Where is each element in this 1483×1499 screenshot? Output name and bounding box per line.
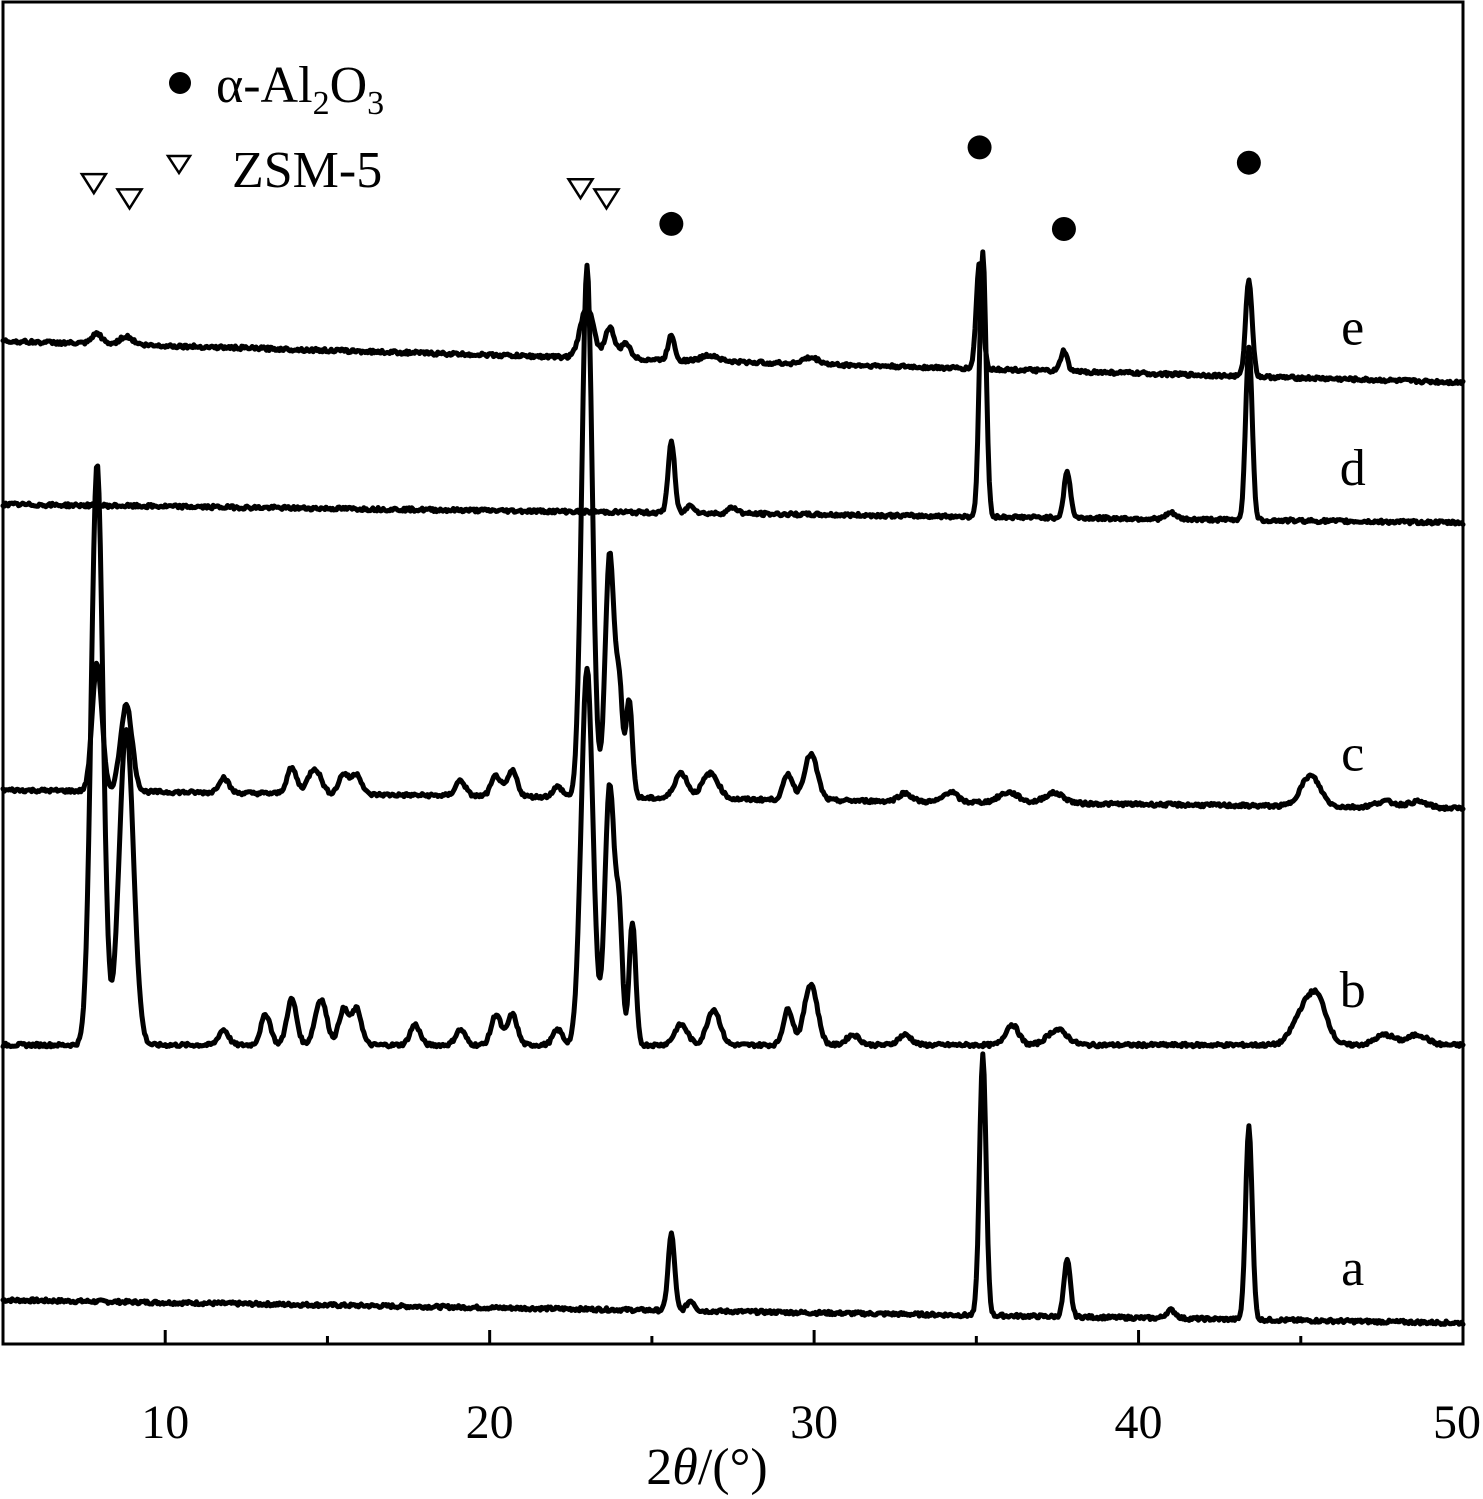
phase-markers bbox=[79, 135, 1261, 241]
alumina-peak-marker bbox=[967, 135, 992, 160]
legend: α-Al2O3 ZSM-5 bbox=[165, 57, 384, 199]
zsm5-peak-marker bbox=[115, 188, 144, 211]
curve-label-d: d bbox=[1340, 440, 1366, 497]
x-tick-label-50: 50 bbox=[1433, 1396, 1481, 1449]
diffraction-traces bbox=[0, 249, 1466, 1327]
zsm5-peak-marker bbox=[79, 172, 109, 196]
trace-c bbox=[0, 262, 1466, 812]
curve-labels: a b c d e bbox=[1340, 300, 1366, 1297]
curve-label-b: b bbox=[1340, 962, 1366, 1019]
legend-zsm5-marker bbox=[165, 154, 193, 176]
x-axis-title: 2θ/(°) bbox=[646, 1439, 767, 1496]
zsm5-peak-marker bbox=[566, 177, 595, 201]
legend-alumina-label: α-Al2O3 bbox=[216, 57, 384, 122]
zsm5-peak-marker bbox=[592, 188, 621, 211]
trace-b bbox=[0, 463, 1466, 1050]
trace-a bbox=[0, 1051, 1466, 1327]
trace-d bbox=[0, 249, 1466, 527]
x-tick-label-20: 20 bbox=[466, 1396, 514, 1449]
plot-frame bbox=[1, 0, 1465, 1346]
legend-zsm5-label: ZSM-5 bbox=[232, 142, 382, 199]
x-tick-label-30: 30 bbox=[790, 1396, 838, 1449]
legend-alumina-marker bbox=[169, 72, 191, 94]
x-axis-tick-labels: 10 20 30 40 50 bbox=[141, 1396, 1481, 1449]
alumina-peak-marker bbox=[1051, 217, 1076, 241]
trace-e bbox=[0, 261, 1466, 387]
x-axis-ticks bbox=[1, 1330, 1465, 1344]
x-tick-label-10: 10 bbox=[141, 1396, 189, 1449]
curve-label-e: e bbox=[1341, 300, 1364, 357]
curve-label-c: c bbox=[1341, 725, 1364, 782]
alumina-peak-marker bbox=[1236, 150, 1261, 175]
curve-label-a: a bbox=[1341, 1240, 1364, 1297]
alumina-peak-marker bbox=[659, 211, 684, 236]
x-tick-label-40: 40 bbox=[1115, 1396, 1163, 1449]
